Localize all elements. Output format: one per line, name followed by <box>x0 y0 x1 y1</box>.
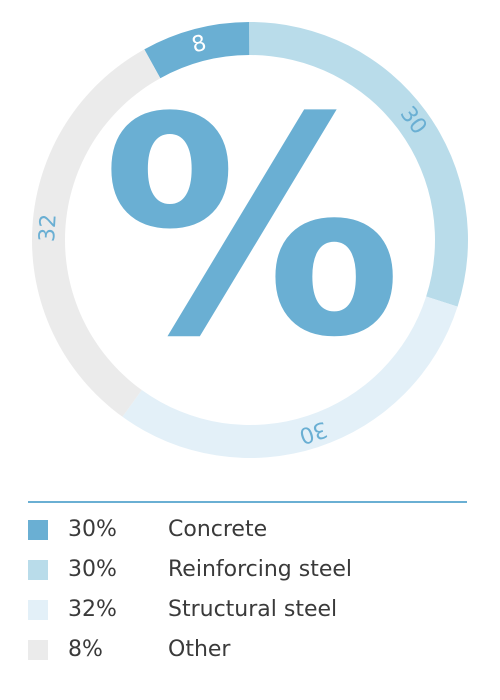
legend-name: Structural steel <box>168 597 337 622</box>
legend-value: 32% <box>68 597 117 622</box>
legend-value: 8% <box>68 637 103 662</box>
center-symbol: % <box>102 54 403 403</box>
legend-swatch <box>28 520 48 540</box>
legend-swatch <box>28 560 48 580</box>
legend-swatch <box>28 640 48 660</box>
legend-name: Concrete <box>168 517 267 542</box>
segment-label: 32 <box>35 213 62 242</box>
donut-segment <box>122 296 458 458</box>
legend-swatch <box>28 600 48 620</box>
legend-value: 30% <box>68 557 117 582</box>
donut-segment <box>31 49 161 417</box>
segment-label: 8 <box>189 31 209 59</box>
legend-name: Other <box>168 637 231 662</box>
legend-value: 30% <box>68 517 117 542</box>
legend-name: Reinforcing steel <box>168 557 352 582</box>
donut-segment <box>144 22 250 79</box>
donut-segment <box>249 21 468 307</box>
